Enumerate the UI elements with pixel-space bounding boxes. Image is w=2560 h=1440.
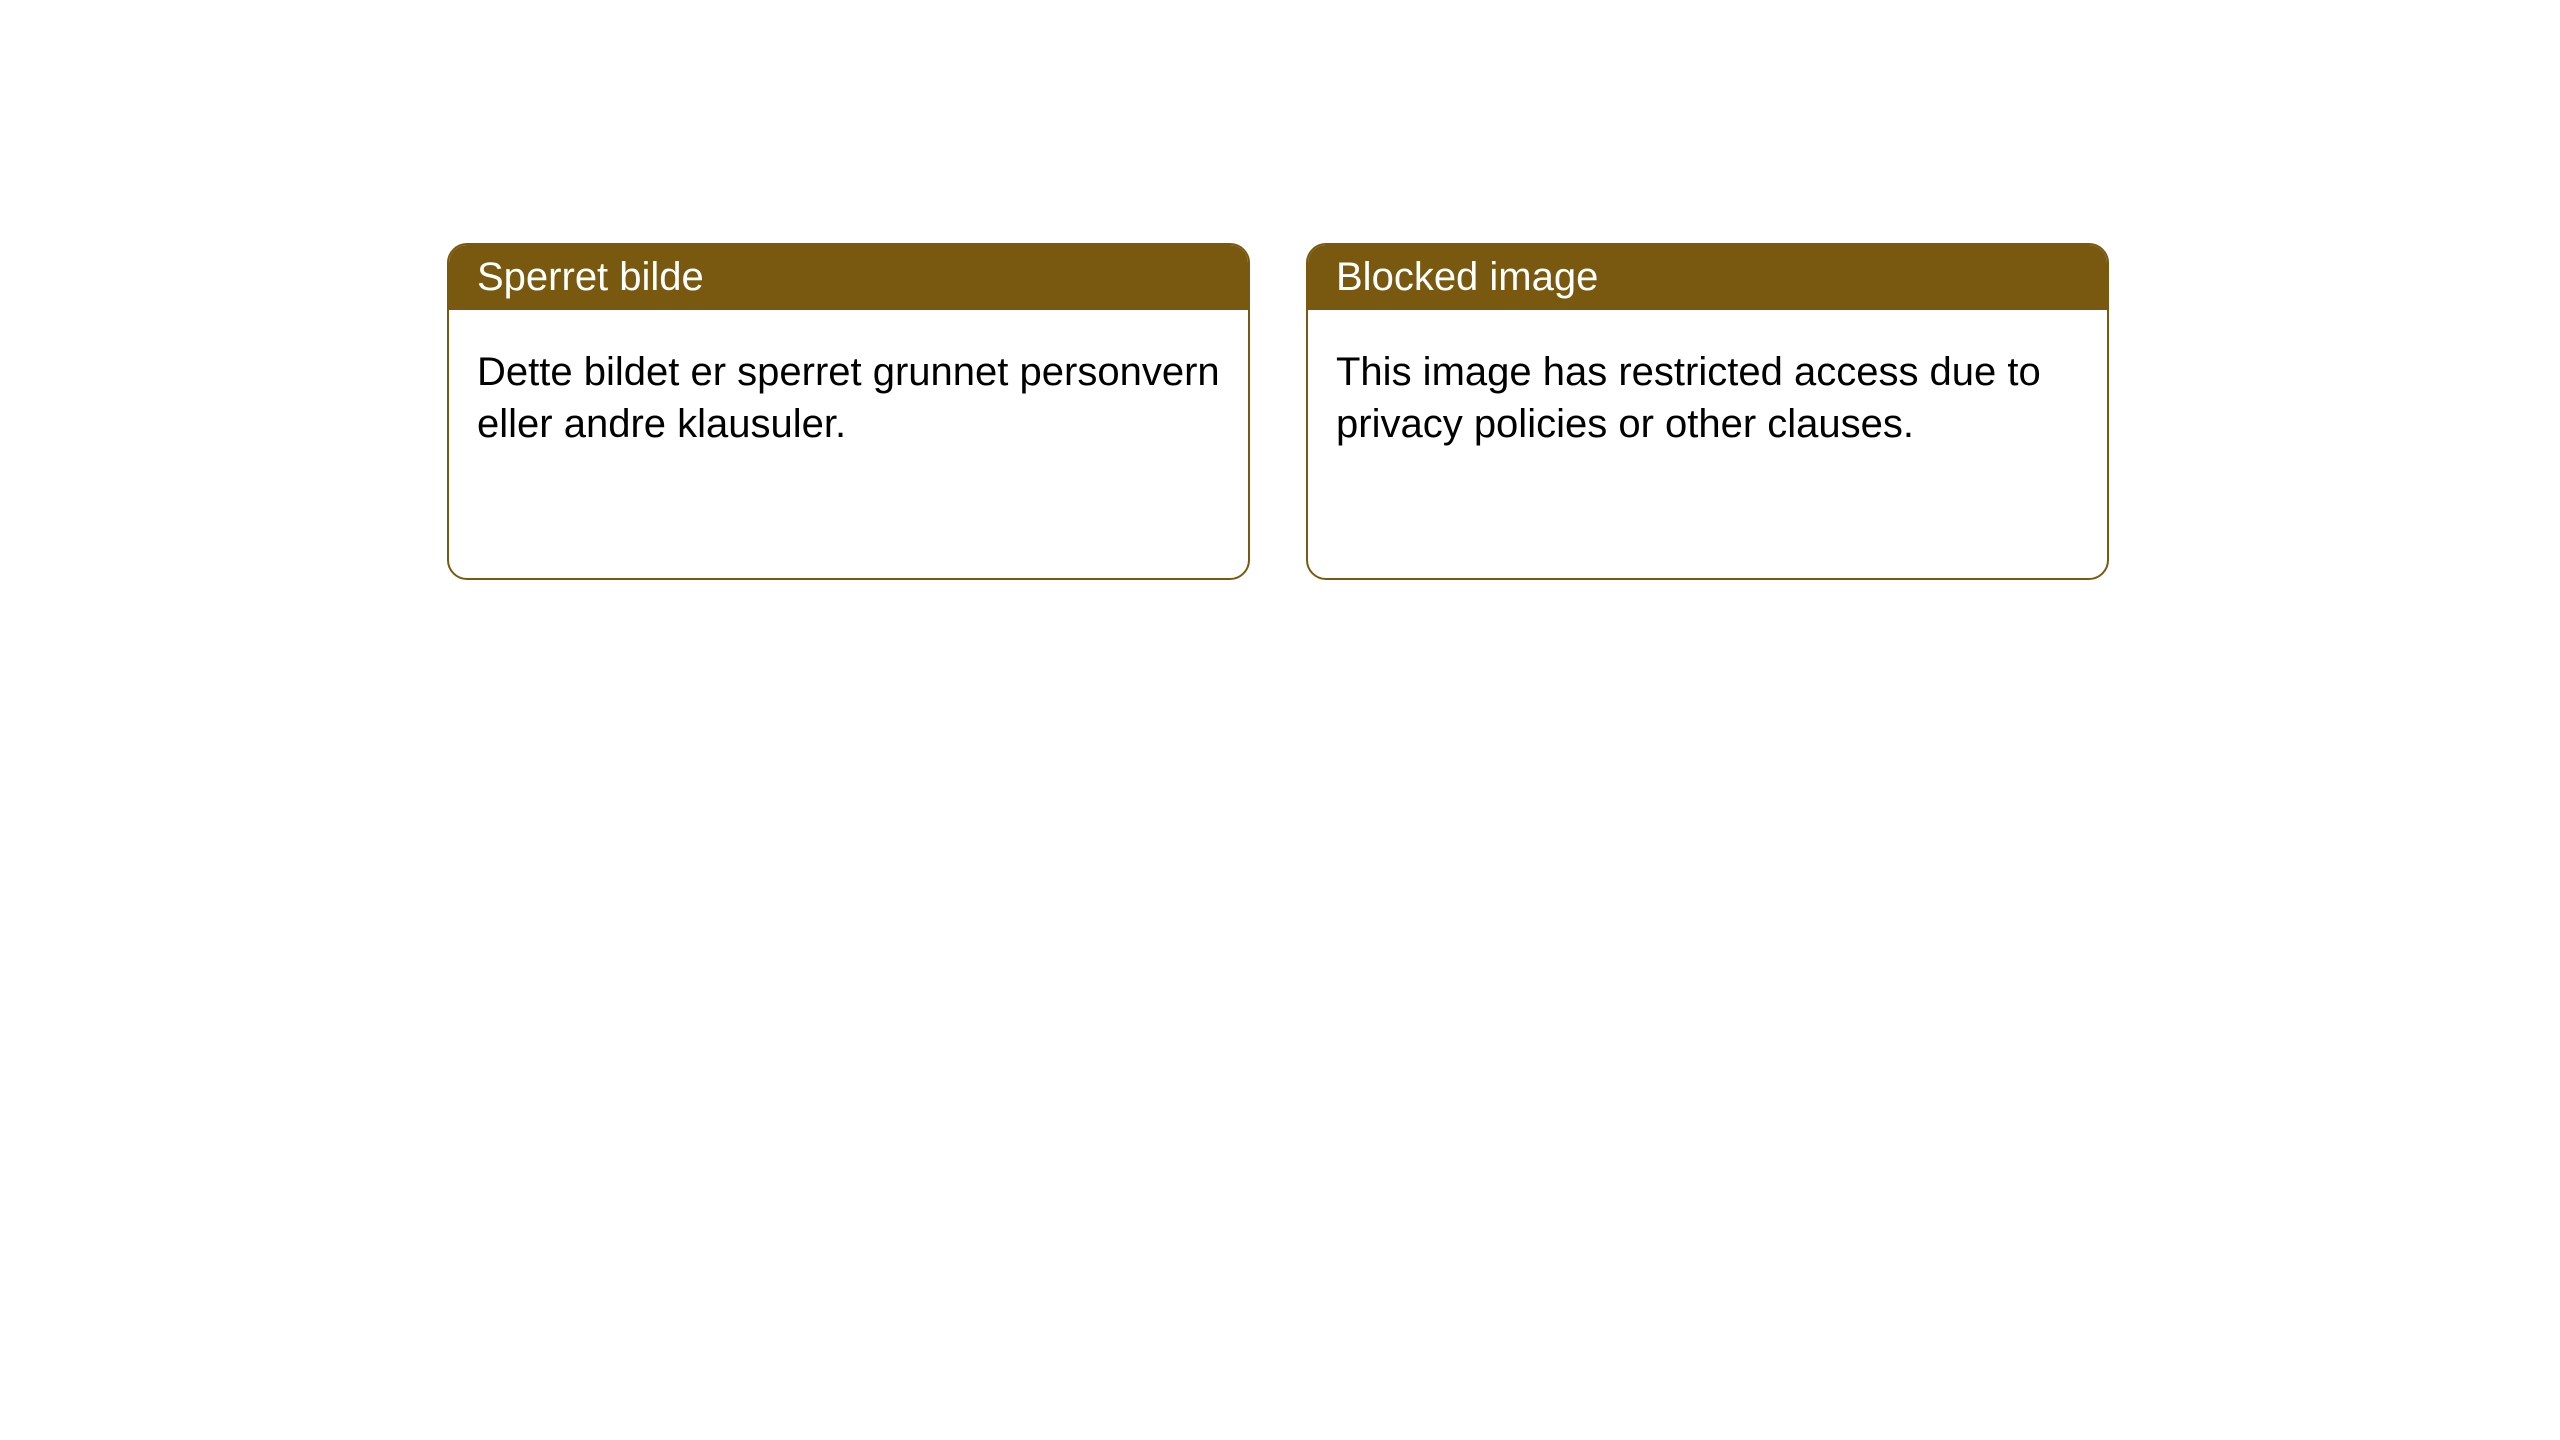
notice-message: This image has restricted access due to … xyxy=(1336,350,2041,446)
notice-card-english: Blocked image This image has restricted … xyxy=(1306,243,2109,580)
notice-title: Sperret bilde xyxy=(477,255,704,299)
notice-header: Sperret bilde xyxy=(449,245,1248,310)
notice-container: Sperret bilde Dette bildet er sperret gr… xyxy=(0,0,2560,580)
notice-title: Blocked image xyxy=(1336,255,1598,299)
notice-body: Dette bildet er sperret grunnet personve… xyxy=(449,310,1248,486)
notice-message: Dette bildet er sperret grunnet personve… xyxy=(477,350,1220,446)
notice-header: Blocked image xyxy=(1308,245,2107,310)
notice-body: This image has restricted access due to … xyxy=(1308,310,2107,486)
notice-card-norwegian: Sperret bilde Dette bildet er sperret gr… xyxy=(447,243,1250,580)
